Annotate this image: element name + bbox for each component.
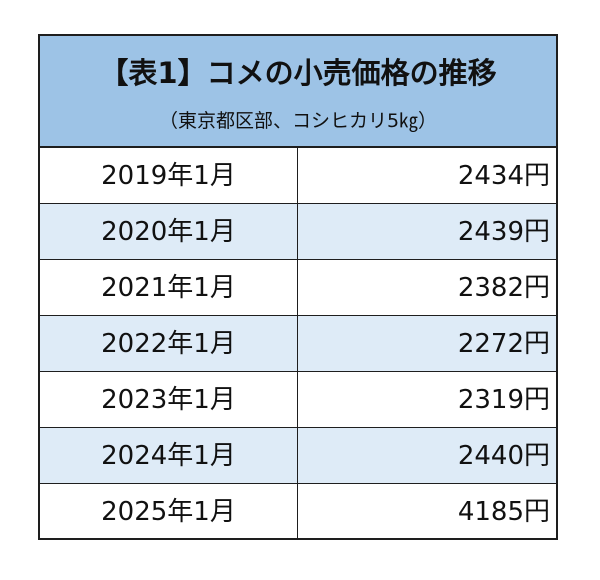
year-cell: 2025年1月 <box>40 484 298 540</box>
table-row: 2023年1月 2319円 <box>40 372 556 428</box>
table-row: 2022年1月 2272円 <box>40 316 556 372</box>
table-body: 2019年1月 2434円 2020年1月 2439円 2021年1月 2382… <box>40 148 556 540</box>
table-subtitle: （東京都区部、コシヒカリ5㎏） <box>158 110 438 132</box>
year-cell: 2024年1月 <box>40 428 298 483</box>
table-row: 2021年1月 2382円 <box>40 260 556 316</box>
price-cell: 2440円 <box>457 441 550 471</box>
price-cell: 2434円 <box>457 161 550 191</box>
year-cell: 2019年1月 <box>40 148 298 203</box>
year-cell: 2021年1月 <box>40 260 298 315</box>
table-row: 2020年1月 2439円 <box>40 204 556 260</box>
year-cell: 2020年1月 <box>40 204 298 259</box>
table-row: 2025年1月 4185円 <box>40 484 556 540</box>
price-cell: 2439円 <box>457 217 550 247</box>
table-row: 2019年1月 2434円 <box>40 148 556 204</box>
table-title: 【表1】コメの小売価格の推移 <box>99 56 497 90</box>
table-row: 2024年1月 2440円 <box>40 428 556 484</box>
price-cell: 2382円 <box>457 273 550 303</box>
price-cell: 2319円 <box>457 385 550 415</box>
price-table: 【表1】コメの小売価格の推移 （東京都区部、コシヒカリ5㎏） 2019年1月 2… <box>38 34 558 540</box>
year-cell: 2022年1月 <box>40 316 298 371</box>
table-header: 【表1】コメの小売価格の推移 （東京都区部、コシヒカリ5㎏） <box>40 36 556 148</box>
price-cell: 2272円 <box>457 329 550 359</box>
price-cell: 4185円 <box>457 497 550 527</box>
year-cell: 2023年1月 <box>40 372 298 427</box>
